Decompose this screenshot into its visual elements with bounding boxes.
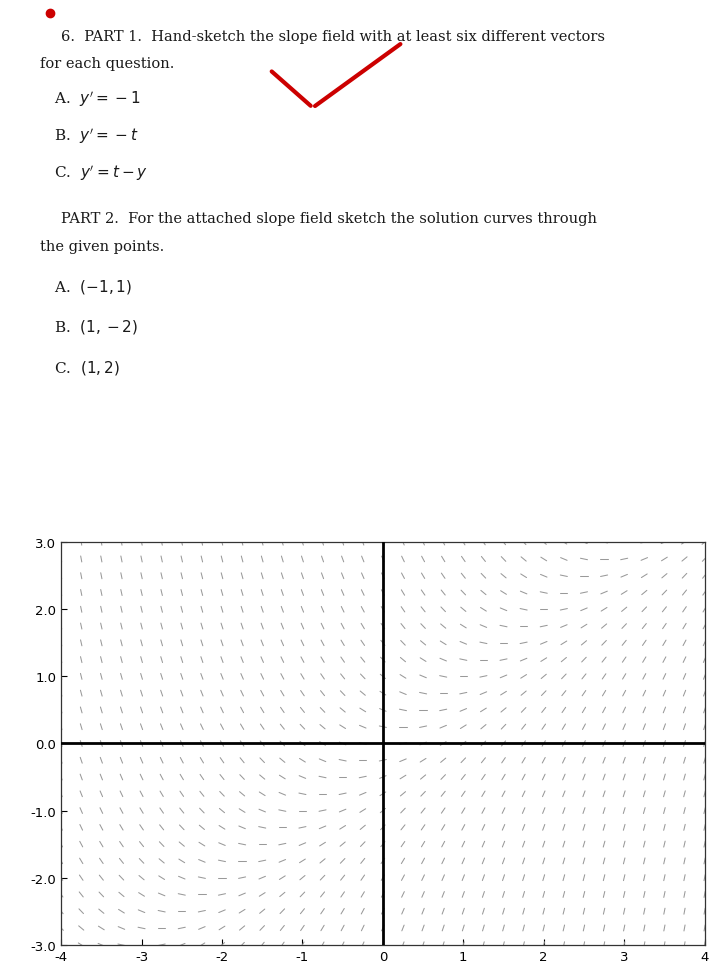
Text: 6.  PART 1.  Hand-sketch the slope field with at least six different vectors: 6. PART 1. Hand-sketch the slope field w…: [61, 30, 605, 44]
Text: the given points.: the given points.: [40, 240, 164, 254]
Text: A.  $y' = -1$: A. $y' = -1$: [54, 89, 140, 109]
Text: PART 2.  For the attached slope field sketch the solution curves through: PART 2. For the attached slope field ske…: [61, 211, 597, 226]
Text: for each question.: for each question.: [40, 57, 174, 71]
Text: B.  $y' = -t$: B. $y' = -t$: [54, 126, 139, 145]
Text: C.  $(1, 2)$: C. $(1, 2)$: [54, 359, 120, 376]
Text: C.  $y' = t - y$: C. $y' = t - y$: [54, 163, 148, 182]
Text: B.  $(1, -2)$: B. $(1, -2)$: [54, 318, 138, 335]
Text: A.  $(-1, 1)$: A. $(-1, 1)$: [54, 278, 132, 296]
